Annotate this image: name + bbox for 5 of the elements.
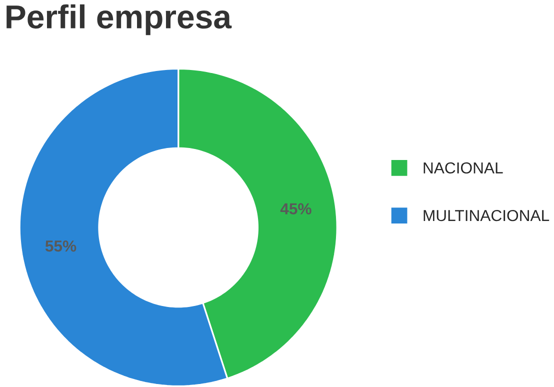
data-label: 45% bbox=[280, 203, 312, 214]
legend-label: NACIONAL bbox=[424, 162, 503, 174]
legend-label: MULTINACIONAL bbox=[424, 210, 550, 222]
data-label: 55% bbox=[45, 240, 76, 252]
chart-title: Perfil empresa bbox=[6, 4, 232, 36]
